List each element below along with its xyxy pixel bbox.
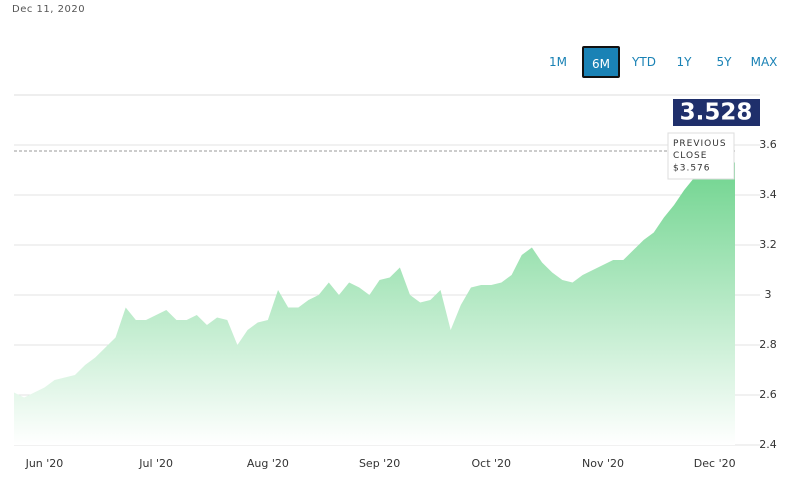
x-tick-label: Nov '20 xyxy=(582,457,624,470)
y-tick-label: 2.6 xyxy=(759,388,777,401)
x-tick-label: Aug '20 xyxy=(247,457,289,470)
x-tick-label: Jul '20 xyxy=(138,457,173,470)
tooltip-box xyxy=(667,132,735,180)
y-tick-label: 3 xyxy=(765,288,772,301)
x-tick-label: Dec '20 xyxy=(694,457,736,470)
y-tick-label: 2.8 xyxy=(759,338,777,351)
tooltip-title: PREVIOUS CLOSE xyxy=(673,139,727,161)
tooltip-title-line: PREVIOUS xyxy=(673,139,727,149)
y-tick-label: 3.6 xyxy=(759,138,777,151)
tooltip-title-line: CLOSE xyxy=(673,151,707,161)
range-button[interactable]: 6M xyxy=(582,46,620,78)
last-price: 3.528 xyxy=(680,100,753,126)
x-tick-label: Sep '20 xyxy=(359,457,400,470)
range-button[interactable]: 1M xyxy=(549,55,567,69)
range-button[interactable]: 5Y xyxy=(716,55,732,69)
range-button[interactable]: 1Y xyxy=(676,55,692,69)
y-tick-label: 3.2 xyxy=(759,238,777,251)
tooltip-value: $3.576 xyxy=(673,164,711,174)
range-button[interactable]: MAX xyxy=(750,55,778,69)
y-tick-label: 2.4 xyxy=(759,438,777,451)
area xyxy=(14,162,735,445)
x-tick-label: Oct '20 xyxy=(472,457,512,470)
range-buttons: 1M 6M YTD 1Y 5Y MAX xyxy=(542,46,780,78)
date: Dec 11, 2020 xyxy=(12,4,86,15)
last-price-box xyxy=(673,99,760,126)
y-tick-label: 3.4 xyxy=(759,188,777,201)
x-tick-label: Jun '20 xyxy=(25,457,64,470)
range-button[interactable]: YTD xyxy=(632,55,656,69)
